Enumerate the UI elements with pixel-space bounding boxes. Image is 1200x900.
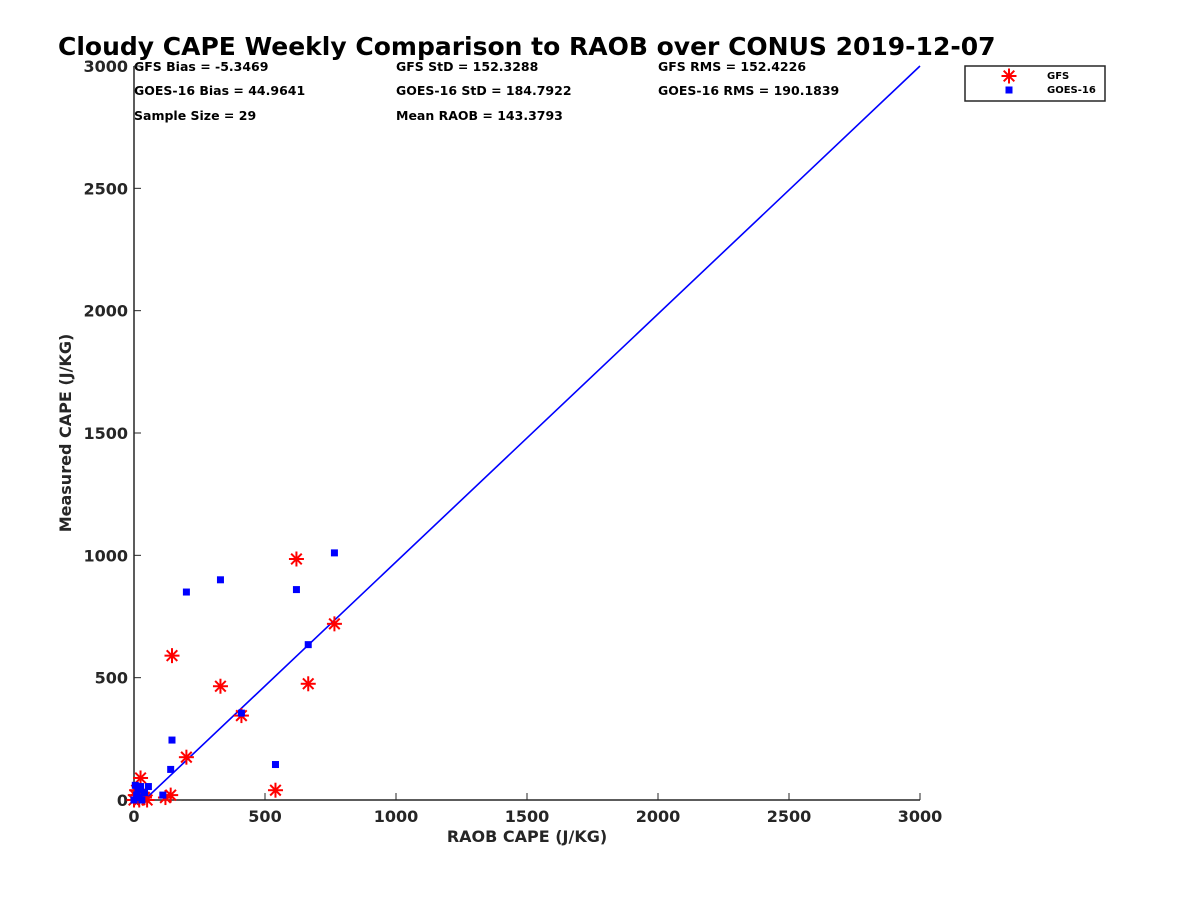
- goes16-bias-stat: GOES-16 Bias = 44.9641: [134, 83, 305, 98]
- gfs-point: [288, 551, 304, 567]
- goes16-point: [159, 791, 167, 799]
- goes16-point: [271, 761, 279, 769]
- goes16-point: [304, 641, 312, 649]
- x-tick-label: 500: [248, 807, 281, 826]
- goes16-point: [131, 781, 139, 789]
- x-tick-label: 0: [128, 807, 139, 826]
- gfs-series: [126, 551, 342, 808]
- goes16-point: [130, 796, 138, 804]
- x-tick-label: 3000: [898, 807, 943, 826]
- gfs-point: [212, 678, 228, 694]
- legend: GFS GOES-16: [964, 65, 1106, 102]
- x-tick-label: 2500: [767, 807, 812, 826]
- y-tick-label: 2000: [83, 302, 128, 321]
- one-to-one-line: [134, 65, 921, 801]
- legend-goes16-symbol: [1005, 86, 1013, 94]
- legend-box: [964, 65, 1106, 102]
- goes16-point: [237, 709, 245, 717]
- y-tick-label: 1500: [83, 424, 128, 443]
- goes16-point: [216, 576, 224, 584]
- gfs-std-stat: GFS StD = 152.3288: [396, 59, 538, 74]
- legend-goes16-label: GOES-16: [1047, 85, 1096, 96]
- axes: [133, 66, 920, 801]
- goes16-point: [134, 786, 142, 794]
- statistics-block: GFS Bias = -5.3469 GFS StD = 152.3288 GF…: [134, 59, 839, 123]
- y-tick-label: 0: [117, 791, 128, 810]
- sample-size-stat: Sample Size = 29: [134, 108, 256, 123]
- chart-title: Cloudy CAPE Weekly Comparison to RAOB ov…: [58, 32, 996, 61]
- gfs-bias-stat: GFS Bias = -5.3469: [134, 59, 268, 74]
- goes16-point: [330, 549, 338, 557]
- goes16-point: [137, 783, 145, 791]
- x-tick-label: 2000: [636, 807, 681, 826]
- goes16-std-stat: GOES-16 StD = 184.7922: [396, 83, 572, 98]
- goes16-point: [167, 765, 175, 773]
- legend-gfs-label: GFS: [1047, 71, 1069, 82]
- legend-goes16-marker: [1005, 86, 1013, 94]
- x-axis-label: RAOB CAPE (J/KG): [447, 827, 607, 846]
- y-tick-label: 1000: [83, 546, 128, 565]
- y-axis-label: Measured CAPE (J/KG): [56, 334, 75, 533]
- goes16-point: [144, 783, 152, 791]
- goes16-series: [130, 549, 338, 804]
- y-ticks: 0 500 1000 1500 2000 2500 3000: [83, 57, 141, 810]
- x-ticks: 0 500 1000 1500 2000 2500 3000: [128, 793, 942, 826]
- gfs-rms-stat: GFS RMS = 152.4226: [658, 59, 806, 74]
- y-tick-label: 3000: [83, 57, 128, 76]
- gfs-point: [267, 782, 283, 798]
- y-tick-label: 500: [95, 669, 128, 688]
- gfs-point: [133, 770, 149, 786]
- goes16-point: [140, 789, 148, 797]
- goes16-rms-stat: GOES-16 RMS = 190.1839: [658, 83, 839, 98]
- gfs-point: [178, 749, 194, 765]
- goes16-point: [168, 736, 176, 744]
- plot-area: [126, 65, 921, 808]
- y-tick-label: 2500: [83, 179, 128, 198]
- goes16-point: [138, 796, 146, 804]
- goes16-point: [292, 586, 300, 594]
- mean-raob-stat: Mean RAOB = 143.3793: [396, 108, 563, 123]
- legend-gfs-marker: [1001, 68, 1017, 84]
- gfs-point: [300, 676, 316, 692]
- gfs-point: [326, 616, 342, 632]
- x-tick-label: 1000: [374, 807, 419, 826]
- x-tick-label: 1500: [505, 807, 550, 826]
- gfs-point: [164, 648, 180, 664]
- goes16-point: [182, 588, 190, 596]
- legend-gfs-symbol: [1001, 68, 1017, 84]
